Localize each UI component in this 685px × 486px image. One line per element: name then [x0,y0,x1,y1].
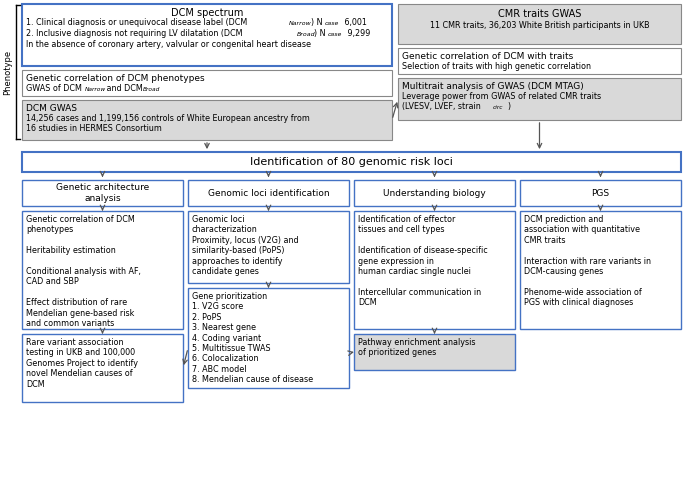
Text: PGS: PGS [591,189,610,197]
Text: DCM GWAS: DCM GWAS [26,104,77,113]
Bar [22,180,183,206]
Text: (LVESV, LVEF, strain: (LVESV, LVEF, strain [402,102,481,111]
Text: ): ) [507,102,510,111]
Text: 14,256 cases and 1,199,156 controls of White European ancestry from: 14,256 cases and 1,199,156 controls of W… [26,114,310,123]
Text: Genomic loci identification: Genomic loci identification [208,189,329,197]
Text: ) N: ) N [314,29,325,38]
Text: GWAS of DCM: GWAS of DCM [26,84,82,93]
Bar [398,48,681,74]
Text: Leverage power from GWAS of related CMR traits: Leverage power from GWAS of related CMR … [402,92,601,101]
Text: Broad: Broad [143,87,160,92]
Bar [22,4,392,66]
Text: Genetic architecture
analysis: Genetic architecture analysis [56,183,149,203]
Text: Identification of 80 genomic risk loci: Identification of 80 genomic risk loci [250,157,453,167]
Text: DCM prediction and
association with quantitative
CMR traits

Interaction with ra: DCM prediction and association with quan… [524,215,651,307]
Text: ) N: ) N [311,18,323,27]
Text: 11 CMR traits, 36,203 White British participants in UKB: 11 CMR traits, 36,203 White British part… [429,21,649,30]
Text: Pathway enrichment analysis
of prioritized genes: Pathway enrichment analysis of prioritiz… [358,338,475,357]
Bar [398,4,681,44]
Text: Phenotype: Phenotype [3,50,12,95]
Text: and DCM: and DCM [104,84,142,93]
Bar [22,70,392,96]
Bar [520,180,681,206]
Text: Genetic correlation of DCM
phenotypes

Heritability estimation

Conditional anal: Genetic correlation of DCM phenotypes He… [26,215,141,328]
Text: Rare variant association
testing in UKB and 100,000
Genomes Project to identify
: Rare variant association testing in UKB … [26,338,138,389]
Text: CMR traits GWAS: CMR traits GWAS [498,9,581,19]
Text: DCM spectrum: DCM spectrum [171,8,243,18]
Text: case: case [325,21,339,26]
Bar [22,334,183,402]
Bar [354,334,515,370]
Text: 1. Clinical diagnosis or unequivocal disease label (DCM: 1. Clinical diagnosis or unequivocal dis… [26,18,247,27]
Text: Broad: Broad [297,32,316,37]
Bar [22,152,681,172]
Bar [188,288,349,388]
Bar [188,211,349,283]
Text: Genomic loci
characterization
Proximity, locus (V2G) and
similarity-based (PoPS): Genomic loci characterization Proximity,… [192,215,299,276]
Text: 2. Inclusive diagnosis not requiring LV dilatation (DCM: 2. Inclusive diagnosis not requiring LV … [26,29,242,38]
Text: Narrow: Narrow [85,87,106,92]
Text: Genetic correlation of DCM phenotypes: Genetic correlation of DCM phenotypes [26,74,205,83]
Bar [398,78,681,120]
Text: Understanding biology: Understanding biology [383,189,486,197]
Bar [520,211,681,329]
Bar [354,180,515,206]
Text: Genetic correlation of DCM with traits: Genetic correlation of DCM with traits [402,52,573,61]
Text: Selection of traits with high genetic correlation: Selection of traits with high genetic co… [402,62,591,71]
Text: 6,001: 6,001 [342,18,367,27]
Text: case: case [328,32,342,37]
Text: Multitrait analysis of GWAS (DCM MTAG): Multitrait analysis of GWAS (DCM MTAG) [402,82,584,91]
Text: Identification of effector
tissues and cell types

Identification of disease-spe: Identification of effector tissues and c… [358,215,488,307]
Bar [22,100,392,140]
Bar [354,211,515,329]
Text: Gene prioritization
1. V2G score
2. PoPS
3. Nearest gene
4. Coding variant
5. Mu: Gene prioritization 1. V2G score 2. PoPS… [192,292,313,384]
Text: Narrow: Narrow [289,21,312,26]
Bar [22,211,183,329]
Text: 9,299: 9,299 [345,29,371,38]
Text: circ: circ [493,105,503,110]
Text: In the absence of coronary artery, valvular or congenital heart disease: In the absence of coronary artery, valvu… [26,40,311,49]
Bar [188,180,349,206]
Text: 16 studies in HERMES Consortium: 16 studies in HERMES Consortium [26,124,162,133]
